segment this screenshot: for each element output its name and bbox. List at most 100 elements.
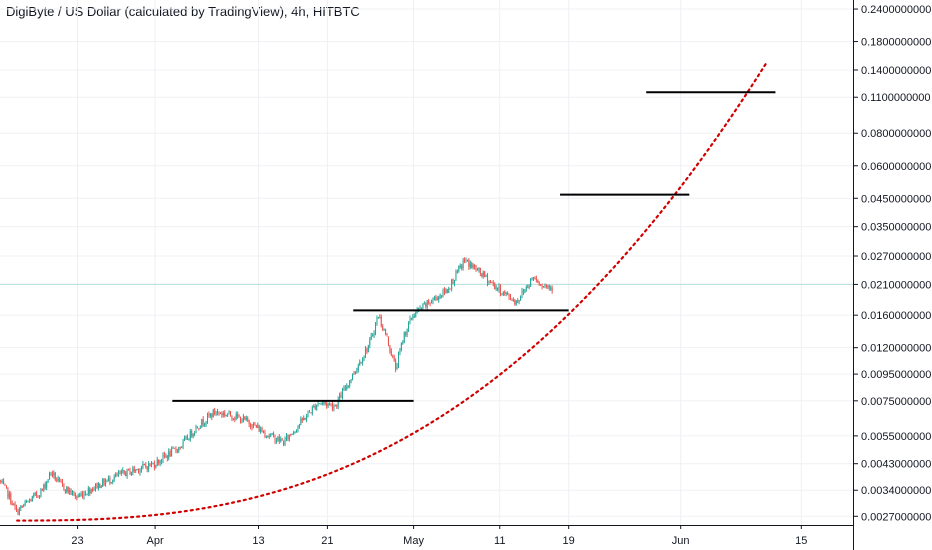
- time-tick-label: Apr: [147, 535, 164, 547]
- time-tick-label: 23: [71, 535, 83, 547]
- candle-body: [204, 424, 206, 426]
- candle-body: [362, 360, 364, 363]
- candle-body: [145, 464, 147, 467]
- candle-body: [336, 405, 338, 407]
- time-axis[interactable]: 23 Apr 13 21 May 11 19 Jun 15: [0, 525, 853, 550]
- candle-body: [84, 493, 86, 495]
- candle-body: [465, 260, 467, 262]
- candle-body: [140, 467, 142, 470]
- candle-body: [100, 486, 102, 488]
- candle-body: [188, 439, 190, 441]
- candle-body: [476, 269, 478, 271]
- candle-body: [34, 492, 36, 495]
- candle-body: [70, 490, 72, 495]
- time-tick-label: May: [403, 535, 424, 547]
- candle-body: [331, 403, 333, 409]
- candle-body: [329, 403, 331, 405]
- candle-body: [416, 310, 418, 313]
- candle-body: [451, 279, 453, 289]
- candle-body: [115, 473, 117, 478]
- candle-body: [333, 406, 335, 409]
- candle-body: [363, 356, 365, 361]
- candle-body: [481, 273, 483, 277]
- candle-body: [4, 484, 6, 486]
- candle-body: [524, 289, 526, 293]
- candle-body: [232, 418, 234, 420]
- candle-body: [531, 278, 533, 280]
- candle-body: [464, 260, 466, 262]
- candle-body: [82, 493, 84, 498]
- candle-body: [51, 472, 53, 476]
- candle-body: [442, 289, 444, 297]
- candle-body: [482, 271, 484, 277]
- candle-body: [535, 277, 537, 280]
- candle-body: [228, 411, 230, 415]
- candle-body: [431, 301, 433, 304]
- candle-body: [488, 280, 490, 284]
- candle-body: [59, 478, 61, 481]
- candle-body: [133, 468, 135, 472]
- candle-body: [44, 484, 46, 488]
- candle-body: [376, 318, 378, 324]
- candle-body: [422, 303, 424, 310]
- time-tick-label: 11: [494, 535, 505, 547]
- candle-body: [543, 286, 545, 288]
- candle-body: [245, 417, 247, 420]
- exponential-curve[interactable]: [16, 61, 768, 522]
- price-tick-label: 0.0350000000: [861, 222, 931, 234]
- candle-body: [285, 435, 287, 439]
- candle-body: [304, 417, 306, 420]
- candle-body: [260, 428, 262, 432]
- candle-body: [441, 295, 443, 297]
- candle-body: [63, 484, 65, 490]
- candle-body: [181, 446, 183, 448]
- candle-body: [436, 298, 438, 301]
- candle-body: [438, 296, 440, 301]
- candle-body: [462, 260, 464, 269]
- candle-body: [456, 271, 458, 273]
- candle-body: [66, 486, 68, 492]
- candle-body: [367, 345, 369, 352]
- candle-body: [209, 414, 211, 416]
- candle-body: [251, 426, 253, 428]
- candle-body: [83, 493, 85, 498]
- candle-body: [72, 491, 74, 495]
- price-axis[interactable]: 0.2400000000 0.1800000000 0.1400000000 0.11…: [853, 0, 932, 550]
- candle-body: [400, 343, 402, 350]
- candle-body: [10, 493, 12, 504]
- candle-body: [548, 285, 550, 289]
- candle-body: [250, 423, 252, 427]
- candle-body: [297, 426, 299, 431]
- candle-body: [364, 348, 366, 357]
- candle-body: [31, 496, 33, 502]
- candle-body: [291, 433, 293, 435]
- candle-body: [156, 459, 158, 466]
- candle-body: [242, 416, 244, 422]
- candle-body: [316, 405, 318, 410]
- price-tick-label: 0.0210000000: [861, 279, 931, 291]
- candle-body: [409, 318, 411, 323]
- candle-body: [415, 312, 417, 317]
- candle-body: [92, 489, 94, 491]
- candle-body: [385, 329, 387, 336]
- candle-body: [544, 285, 546, 287]
- time-tick-label: Jun: [672, 535, 690, 547]
- candle-body: [419, 307, 421, 309]
- candle-body: [215, 413, 217, 415]
- candle-body: [24, 501, 26, 506]
- candle-body: [341, 390, 343, 398]
- candle-body: [139, 469, 141, 473]
- candle-body: [435, 297, 437, 299]
- candle-body: [550, 287, 552, 289]
- candle-body: [300, 418, 302, 425]
- candle-body: [485, 275, 487, 277]
- candle-body: [219, 412, 221, 414]
- candle-body: [179, 447, 181, 449]
- candle-body: [405, 332, 407, 335]
- candle-body: [321, 402, 323, 404]
- candle-body: [352, 373, 354, 380]
- candle-body: [218, 411, 220, 413]
- candle-body: [375, 323, 377, 333]
- candle-body: [308, 411, 310, 413]
